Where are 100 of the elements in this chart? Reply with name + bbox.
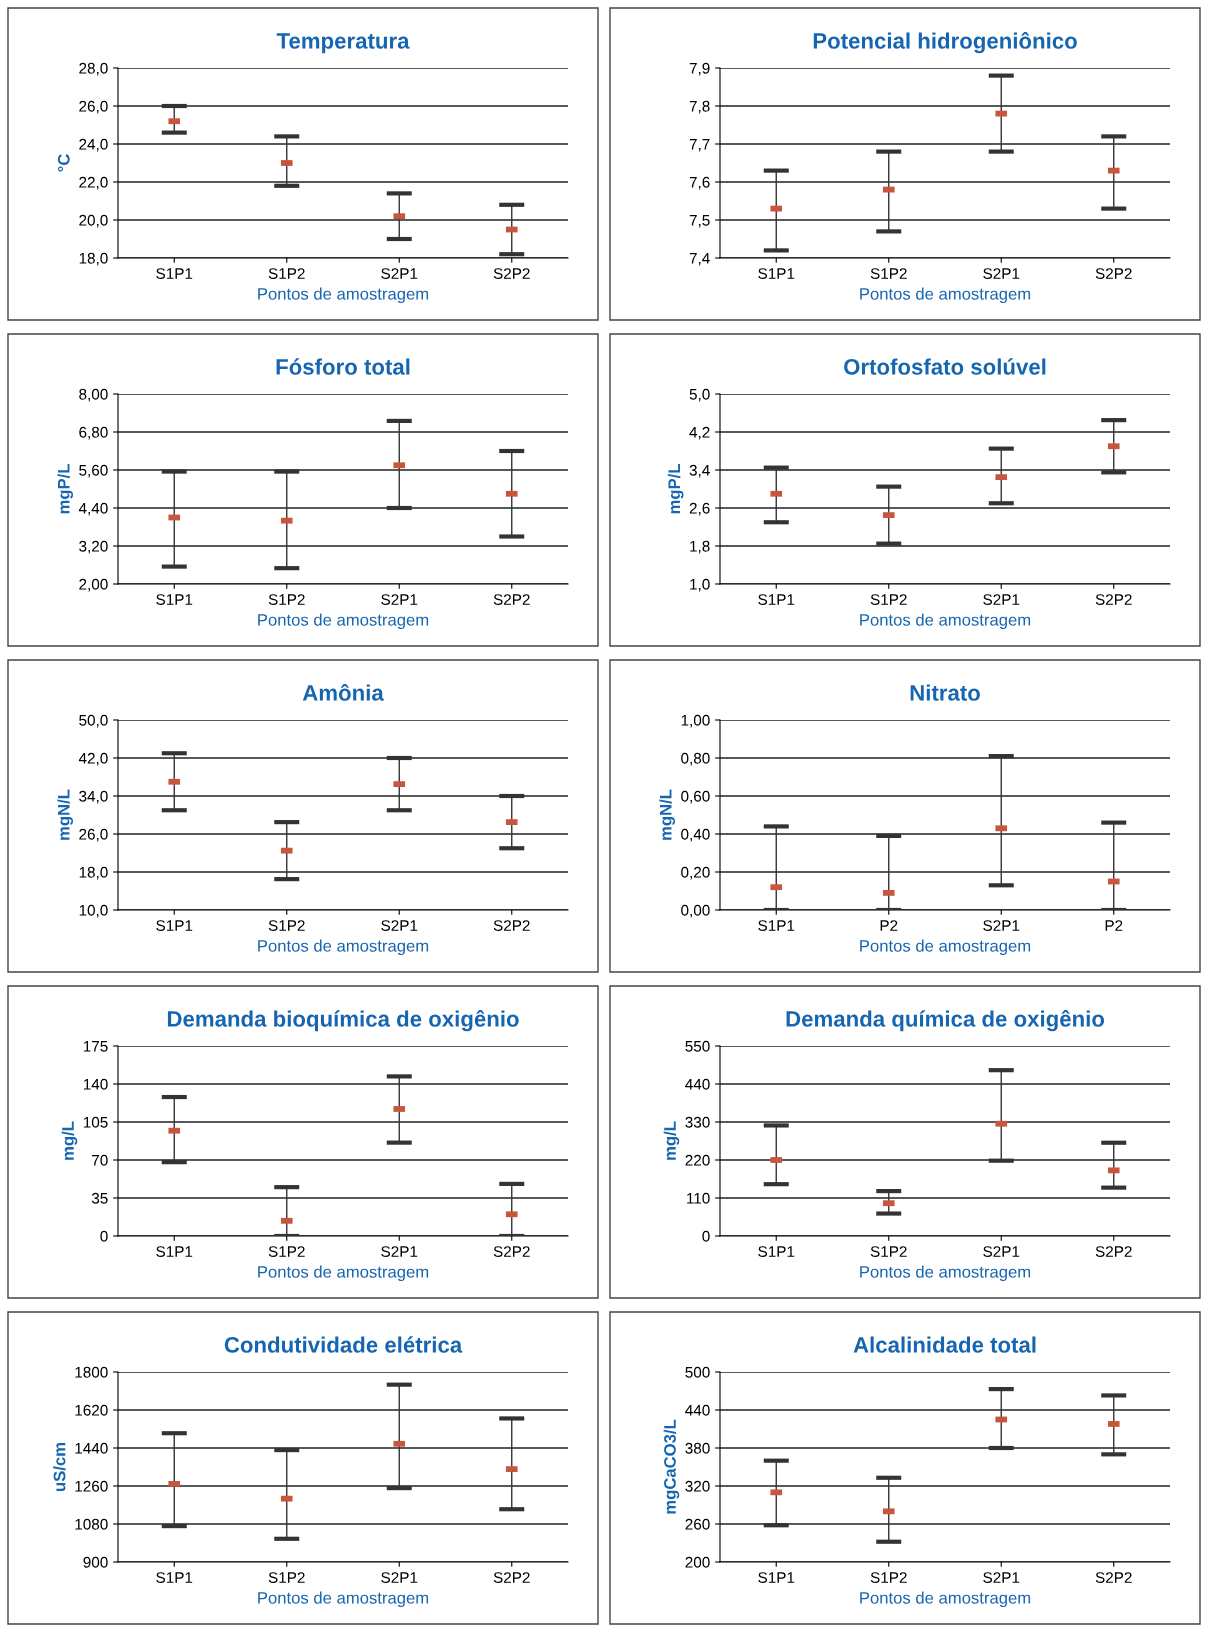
y-tick-label: 1,00 bbox=[681, 714, 710, 728]
x-tick-label: S2P1 bbox=[983, 1572, 1020, 1583]
x-tick-label: S2P2 bbox=[1095, 594, 1132, 605]
x-axis-title: Pontos de amostragem bbox=[860, 613, 1031, 630]
chart-title: Fósforo total bbox=[276, 358, 410, 375]
y-tick-label: 7,9 bbox=[689, 62, 710, 76]
chart-title: Ortofosfato solúvel bbox=[844, 358, 1046, 375]
y-tick-label: 5,60 bbox=[79, 464, 108, 478]
x-tick-label: S2P2 bbox=[493, 920, 530, 931]
y-tick-label: 1,8 bbox=[690, 540, 710, 554]
x-tick-label: S1P2 bbox=[870, 268, 907, 279]
y-tick-label: 7,8 bbox=[689, 100, 710, 114]
y-tick-label: 320 bbox=[685, 1480, 710, 1492]
x-tick-label: S2P1 bbox=[381, 1246, 418, 1257]
y-tick-label: 4,40 bbox=[78, 502, 108, 516]
y-tick-label: 5,0 bbox=[689, 388, 710, 402]
x-tick-label: S2P2 bbox=[1095, 268, 1132, 279]
x-tick-label: S2P2 bbox=[493, 268, 530, 279]
x-tick-label: S1P1 bbox=[758, 1572, 795, 1583]
chart-title: Nitrato bbox=[910, 684, 980, 701]
chart-title: Alcalinidade total bbox=[853, 1336, 1036, 1353]
x-tick-label: P2 bbox=[1105, 920, 1123, 931]
y-tick-label: 175 bbox=[83, 1041, 108, 1052]
chart-title: Potencial hidrogeniônico bbox=[813, 31, 1077, 54]
y-tick-label: 7,5 bbox=[689, 215, 710, 228]
y-axis-title: mg/L bbox=[663, 1121, 680, 1160]
y-tick-label: 26,0 bbox=[79, 828, 108, 842]
y-tick-label: 500 bbox=[685, 1366, 710, 1378]
y-axis-title: uS/cm bbox=[53, 1443, 66, 1491]
x-tick-label: S1P1 bbox=[758, 594, 795, 605]
x-tick-label: S2P1 bbox=[381, 920, 418, 931]
x-axis-title: Pontos de amostragem bbox=[258, 939, 429, 956]
x-tick-label: S1P1 bbox=[156, 920, 193, 931]
y-tick-label: 440 bbox=[685, 1404, 710, 1416]
y-tick-label: 70 bbox=[92, 1154, 108, 1166]
y-tick-label: 2,00 bbox=[79, 578, 108, 592]
y-tick-label: 3,4 bbox=[689, 464, 710, 478]
x-tick-label: S2P1 bbox=[381, 594, 418, 605]
x-tick-label: S1P1 bbox=[758, 920, 795, 931]
x-tick-label: S1P2 bbox=[268, 920, 305, 931]
x-axis-title: Pontos de amostragem bbox=[860, 939, 1031, 956]
y-tick-label: 0,40 bbox=[681, 828, 710, 842]
y-tick-label: 110 bbox=[687, 1192, 710, 1204]
chart-title: Demanda química de oxigênio bbox=[786, 1009, 1105, 1032]
y-tick-label: 330 bbox=[685, 1116, 710, 1128]
y-tick-label: 140 bbox=[83, 1078, 108, 1090]
y-tick-label: 24,0 bbox=[79, 138, 108, 152]
x-tick-label: S1P2 bbox=[870, 1572, 907, 1583]
chart-title: Temperatura bbox=[276, 33, 410, 54]
y-axis-title: mgP/L bbox=[667, 464, 684, 514]
y-tick-label: 440 bbox=[685, 1078, 710, 1090]
y-axis-title: mgP/L bbox=[57, 464, 73, 514]
y-tick-label: 0,60 bbox=[681, 790, 710, 804]
x-tick-label: S1P2 bbox=[268, 268, 305, 279]
chart-title: Condutividade elétrica bbox=[224, 1336, 463, 1353]
y-tick-label: 22,0 bbox=[79, 176, 108, 190]
y-tick-label: 220 bbox=[685, 1154, 710, 1166]
y-tick-label: 35 bbox=[91, 1192, 108, 1204]
x-tick-label: S2P1 bbox=[983, 1246, 1020, 1257]
x-tick-label: S1P1 bbox=[156, 1572, 193, 1583]
y-tick-label: 0 bbox=[100, 1230, 108, 1242]
x-tick-label: S2P2 bbox=[1095, 1572, 1132, 1583]
chart-title: Demanda bioquímica de oxigênio bbox=[167, 1009, 519, 1032]
y-tick-label: 6,80 bbox=[79, 426, 108, 440]
x-axis-title: Pontos de amostragem bbox=[860, 1265, 1031, 1282]
x-axis-title: Pontos de amostragem bbox=[258, 1265, 429, 1282]
y-tick-label: 2,6 bbox=[689, 502, 710, 516]
y-tick-label: 200 bbox=[685, 1556, 710, 1568]
x-axis-title: Pontos de amostragem bbox=[258, 287, 429, 304]
y-tick-label: 42,0 bbox=[78, 752, 108, 766]
y-tick-label: 8,00 bbox=[79, 388, 108, 402]
y-tick-label: 18,0 bbox=[79, 252, 108, 266]
y-tick-label: 380 bbox=[685, 1442, 710, 1454]
y-tick-label: 7,7 bbox=[689, 139, 710, 152]
y-tick-label: 3,20 bbox=[79, 540, 108, 554]
x-tick-label: S1P1 bbox=[156, 268, 193, 279]
x-tick-label: P2 bbox=[880, 920, 898, 931]
y-tick-label: 1,0 bbox=[690, 578, 710, 592]
y-tick-label: 260 bbox=[685, 1518, 710, 1530]
y-tick-label: 20,0 bbox=[79, 214, 108, 228]
y-tick-label: 4,2 bbox=[689, 426, 710, 440]
y-tick-label: 50,0 bbox=[79, 714, 108, 728]
x-tick-label: S2P1 bbox=[983, 920, 1020, 931]
x-axis-title: Pontos de amostragem bbox=[258, 613, 429, 630]
x-axis-title: Pontos de amostragem bbox=[860, 287, 1031, 304]
y-tick-label: 7,4 bbox=[689, 253, 710, 266]
y-tick-label: 900 bbox=[83, 1556, 108, 1568]
x-tick-label: S2P1 bbox=[983, 594, 1020, 605]
x-tick-label: S2P2 bbox=[1095, 1246, 1132, 1257]
y-tick-label: 7,6 bbox=[689, 176, 710, 190]
y-tick-label: 0 bbox=[702, 1230, 710, 1242]
x-tick-label: S2P1 bbox=[983, 268, 1020, 279]
y-tick-label: 1260 bbox=[75, 1480, 108, 1492]
x-tick-label: S1P2 bbox=[268, 1572, 305, 1583]
x-tick-label: S1P2 bbox=[870, 1246, 907, 1257]
x-tick-label: S2P2 bbox=[493, 1246, 530, 1257]
y-tick-label: 34,0 bbox=[79, 790, 108, 804]
x-tick-label: S1P2 bbox=[268, 594, 305, 605]
y-tick-label: 0,80 bbox=[681, 752, 710, 766]
y-tick-label: 550 bbox=[685, 1040, 710, 1052]
